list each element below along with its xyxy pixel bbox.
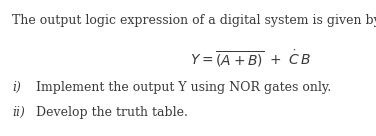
- Text: Implement the output Y using NOR gates only.: Implement the output Y using NOR gates o…: [36, 81, 331, 94]
- Text: Develop the truth table.: Develop the truth table.: [36, 106, 188, 119]
- Text: ii): ii): [12, 106, 25, 119]
- Text: $Y = \overline{(A+B)}\ +\ \dot{C}\,B$: $Y = \overline{(A+B)}\ +\ \dot{C}\,B$: [190, 48, 311, 69]
- Text: i): i): [12, 81, 21, 94]
- Text: The output logic expression of a digital system is given by: The output logic expression of a digital…: [12, 14, 376, 27]
